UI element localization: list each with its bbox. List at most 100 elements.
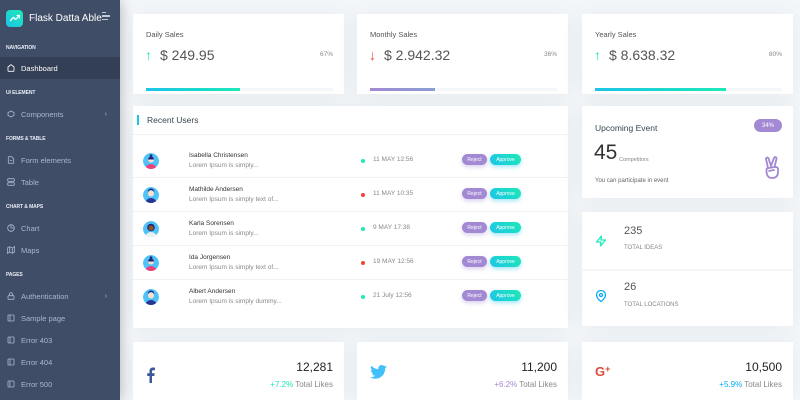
nav-caption-navigation: Navigation — [6, 45, 36, 51]
approve-button[interactable]: Approve — [490, 188, 521, 199]
menu-toggle-icon[interactable] — [102, 12, 111, 21]
sidebar-item-maps[interactable]: Maps — [0, 239, 120, 261]
user-name: Mathilde Andersen — [189, 186, 243, 193]
timestamp: 9 MAY 17:38 — [373, 224, 410, 231]
reject-button[interactable]: Reject — [462, 154, 487, 165]
likes-percent: +6.2% — [494, 380, 518, 389]
nav-caption-chart-maps: Chart & Maps — [6, 204, 44, 210]
timestamp: 19 MAY 12:56 — [373, 258, 414, 265]
user-name: Ida Jorgensen — [189, 254, 231, 261]
server-icon — [7, 178, 15, 186]
facebook-card: 12,281 +7.2% Total Likes — [133, 342, 344, 400]
progress-track — [146, 88, 333, 91]
sidebar-item-label: Form elements — [21, 155, 72, 165]
sidebar-item-error-403[interactable]: Error 403 — [0, 329, 120, 351]
sidebar-item-label: Error 403 — [21, 335, 53, 345]
reject-button[interactable]: Reject — [462, 222, 487, 233]
sidebar-item-label: Components — [21, 109, 64, 119]
reject-button[interactable]: Reject — [462, 290, 487, 301]
timestamp: 11 MAY 10:35 — [373, 190, 414, 197]
progress-bar — [370, 88, 436, 91]
upcoming-event-card: Upcoming Event 34% 45 Competitors You ca… — [582, 106, 793, 198]
chevron-right-icon: › — [104, 110, 107, 118]
divider — [582, 269, 793, 271]
twitter-card: 11,200 +6.2% Total Likes — [357, 342, 568, 400]
sale-amount: $ 2.942.32 — [384, 47, 451, 63]
event-count: 45 — [594, 141, 618, 164]
likes-percent: +5.9% — [719, 380, 743, 389]
sidebar-item-label: Table — [21, 177, 39, 187]
sidebar-item-table[interactable]: Table — [0, 171, 120, 193]
trending-up-icon — [6, 9, 23, 27]
brand-title: Flask Datta Able — [29, 12, 102, 24]
monthly-sales-card: Monthly Sales ↓ $ 2.942.32 36% — [357, 14, 568, 94]
approve-button[interactable]: Approve — [490, 256, 521, 267]
total-value: 26 — [624, 281, 637, 293]
sidebar-icon — [7, 336, 15, 344]
sidebar: Flask Datta Able Navigation Dashboard UI… — [0, 0, 120, 400]
user-desc: Lorem Ipsum is simply text of... — [189, 264, 279, 271]
likes-label: Total Likes — [744, 380, 782, 389]
sidebar-icon — [7, 314, 15, 322]
sidebar-item-sample-page[interactable]: Sample page — [0, 307, 120, 329]
card-title: Monthly Sales — [370, 30, 418, 39]
user-desc: Lorem Ipsum is simply... — [189, 230, 259, 237]
sidebar-item-components[interactable]: Components › — [0, 103, 120, 125]
sale-amount: $ 249.95 — [160, 47, 215, 63]
sidebar-icon — [7, 358, 15, 366]
sale-percent: 36% — [543, 51, 557, 58]
sidebar-item-error-500[interactable]: Error 500 — [0, 373, 120, 395]
card-title: Yearly Sales — [595, 30, 637, 39]
reject-button[interactable]: Reject — [462, 256, 487, 267]
sidebar-icon — [7, 380, 15, 388]
event-count-label: Competitors — [619, 157, 649, 163]
likes-sub: +7.2% Total Likes — [270, 380, 333, 389]
arrow-up-icon: ↑ — [145, 47, 152, 63]
total-label: Total Locations — [624, 302, 679, 308]
status-dot — [361, 261, 365, 265]
sidebar-item-authentication[interactable]: Authentication › — [0, 285, 120, 307]
sidebar-item-label: Sample page — [21, 313, 66, 323]
sidebar-item-form-elements[interactable]: Form elements — [0, 149, 120, 171]
approve-button[interactable]: Approve — [490, 290, 521, 301]
likes-count: 12,281 — [296, 360, 333, 374]
table-row: Karla Sorensen Lorem Ipsum is simply... … — [133, 212, 568, 246]
sidebar-item-chart[interactable]: Chart — [0, 217, 120, 239]
brand[interactable]: Flask Datta Able — [0, 0, 120, 36]
sidebar-item-error-404[interactable]: Error 404 — [0, 351, 120, 373]
file-text-icon — [7, 156, 15, 164]
zap-icon — [595, 234, 607, 252]
sidebar-item-dashboard[interactable]: Dashboard — [0, 57, 120, 79]
avatar — [143, 153, 159, 169]
sale-percent: 80% — [768, 51, 782, 58]
sale-value: ↑ $ 249.95 — [145, 47, 215, 63]
arrow-up-icon: ↑ — [594, 47, 601, 63]
card-title: Upcoming Event — [595, 123, 658, 133]
nav-caption-pages: Pages — [6, 272, 23, 278]
sale-value: ↓ $ 2.942.32 — [369, 47, 450, 63]
approve-button[interactable]: Approve — [490, 222, 521, 233]
avatar — [143, 187, 159, 203]
percent-badge: 34% — [754, 119, 782, 132]
lock-icon — [7, 292, 15, 300]
likes-sub: +5.9% Total Likes — [719, 380, 782, 389]
arrow-down-icon: ↓ — [369, 47, 376, 63]
yearly-sales-card: Yearly Sales ↑ $ 8.638.32 80% — [582, 14, 793, 94]
timestamp: 21 July 12:56 — [373, 292, 412, 299]
approve-button[interactable]: Approve — [490, 154, 521, 165]
sidebar-item-label: Chart — [21, 223, 40, 233]
google-plus-card: G+ 10,500 +5.9% Total Likes — [582, 342, 793, 400]
likes-count: 11,200 — [521, 360, 557, 374]
recent-users-card: Recent Users Isabella Christensen Lorem … — [133, 106, 568, 328]
chevron-right-icon: › — [104, 292, 107, 300]
user-desc: Lorem Ipsum is simply... — [189, 162, 259, 169]
avatar — [143, 289, 159, 305]
likes-label: Total Likes — [519, 380, 557, 389]
total-value: 235 — [624, 225, 643, 237]
event-desc: You can participate in event — [595, 178, 669, 184]
sale-amount: $ 8.638.32 — [609, 47, 676, 63]
timestamp: 11 MAY 12:56 — [373, 156, 414, 163]
table-row: Ida Jorgensen Lorem Ipsum is simply text… — [133, 246, 568, 280]
reject-button[interactable]: Reject — [462, 188, 487, 199]
victory-hand-icon — [763, 156, 781, 185]
